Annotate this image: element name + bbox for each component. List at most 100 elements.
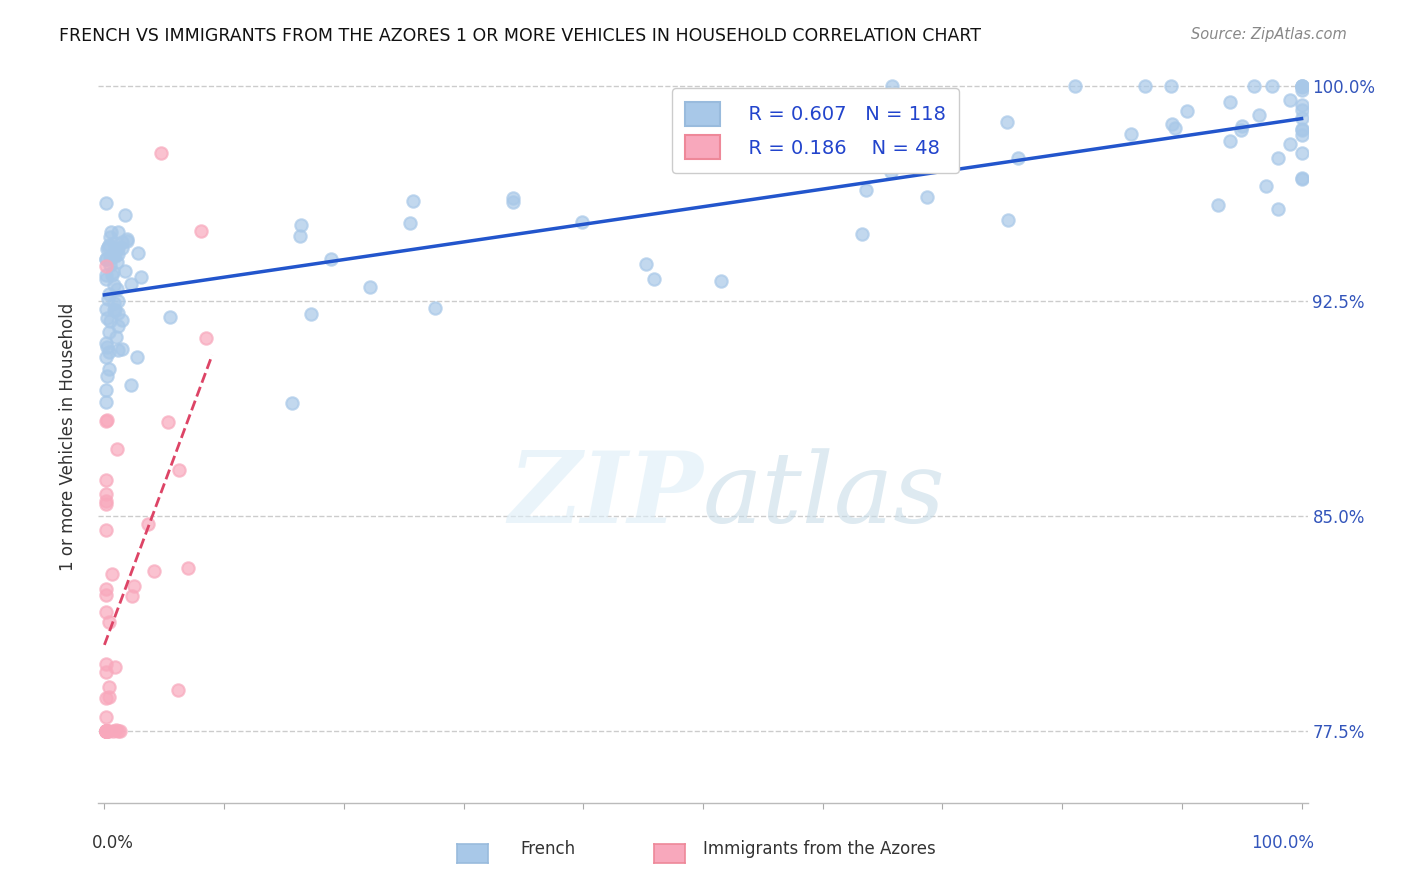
Point [997, 213, 1019, 227]
Point [1160, 78, 1182, 93]
Point [1291, 128, 1313, 142]
Point [105, 254, 128, 268]
Point [94, 582, 117, 596]
Point [97, 293, 120, 307]
Point [502, 191, 524, 205]
Point [1175, 104, 1198, 119]
Point [94, 724, 117, 739]
Point [94, 259, 117, 273]
Point [104, 660, 127, 674]
Point [94, 473, 117, 487]
Point [98, 230, 121, 244]
Text: French: French [520, 840, 575, 858]
Point [98, 680, 121, 694]
Point [94, 657, 117, 672]
Point [1261, 78, 1284, 93]
Point [1219, 134, 1241, 148]
Point [94, 351, 117, 365]
Point [636, 257, 658, 271]
Point [1291, 170, 1313, 185]
Point [110, 313, 132, 327]
Point [194, 331, 217, 345]
Point [107, 724, 129, 739]
Point [402, 194, 425, 208]
Point [107, 293, 129, 308]
Point [122, 579, 145, 593]
Point [107, 318, 129, 333]
Point [111, 241, 134, 255]
Point [290, 219, 312, 233]
Point [159, 310, 181, 325]
Point [167, 463, 190, 477]
Point [100, 314, 122, 328]
Point [290, 229, 312, 244]
Point [399, 216, 422, 230]
Point [94, 383, 117, 397]
Point [107, 343, 129, 357]
Point [1219, 95, 1241, 109]
Point [710, 274, 733, 288]
Text: FRENCH VS IMMIGRANTS FROM THE AZORES 1 OR MORE VEHICLES IN HOUSEHOLD CORRELATION: FRENCH VS IMMIGRANTS FROM THE AZORES 1 O… [59, 27, 981, 45]
Point [127, 246, 149, 260]
Point [96, 724, 118, 739]
Point [96, 368, 118, 383]
Point [880, 79, 903, 94]
Point [94, 690, 117, 705]
Point [97, 287, 120, 301]
Point [1163, 120, 1185, 135]
Point [104, 330, 127, 344]
Point [94, 724, 117, 739]
Point [100, 566, 122, 581]
Point [120, 377, 142, 392]
Point [103, 295, 125, 310]
Point [94, 268, 117, 282]
Point [359, 280, 381, 294]
Text: 0.0%: 0.0% [91, 834, 134, 852]
Point [281, 396, 304, 410]
Point [96, 340, 118, 354]
Point [94, 395, 117, 409]
Point [96, 239, 118, 253]
Point [94, 336, 117, 351]
Point [1229, 123, 1251, 137]
Point [1278, 94, 1301, 108]
Point [1291, 83, 1313, 97]
Point [880, 165, 903, 179]
Point [1291, 112, 1313, 126]
Point [94, 414, 117, 428]
Point [177, 561, 200, 575]
Point [94, 252, 117, 266]
Point [101, 265, 124, 279]
Point [94, 724, 117, 739]
Point [98, 615, 121, 629]
Point [103, 277, 125, 292]
Point [1243, 78, 1265, 93]
Y-axis label: 1 or more Vehicles in Household: 1 or more Vehicles in Household [59, 303, 77, 571]
Point [97, 238, 120, 252]
Text: 100.0%: 100.0% [1251, 834, 1315, 852]
Point [97, 724, 120, 739]
Point [100, 252, 122, 266]
Point [1267, 202, 1289, 217]
Point [107, 247, 129, 261]
Point [98, 250, 121, 264]
Point [142, 564, 165, 578]
Point [1267, 151, 1289, 165]
Point [1063, 78, 1085, 93]
Point [103, 235, 125, 250]
Point [121, 589, 143, 603]
Point [1291, 97, 1313, 112]
Point [94, 724, 117, 739]
Point [108, 724, 131, 739]
Point [96, 413, 118, 427]
Point [94, 195, 117, 210]
Point [94, 272, 117, 286]
Point [96, 724, 118, 739]
Text: atlas: atlas [703, 448, 946, 543]
Point [995, 114, 1018, 128]
Point [425, 301, 447, 315]
Point [107, 225, 129, 239]
Point [157, 415, 180, 429]
Point [105, 282, 128, 296]
Point [94, 709, 117, 723]
